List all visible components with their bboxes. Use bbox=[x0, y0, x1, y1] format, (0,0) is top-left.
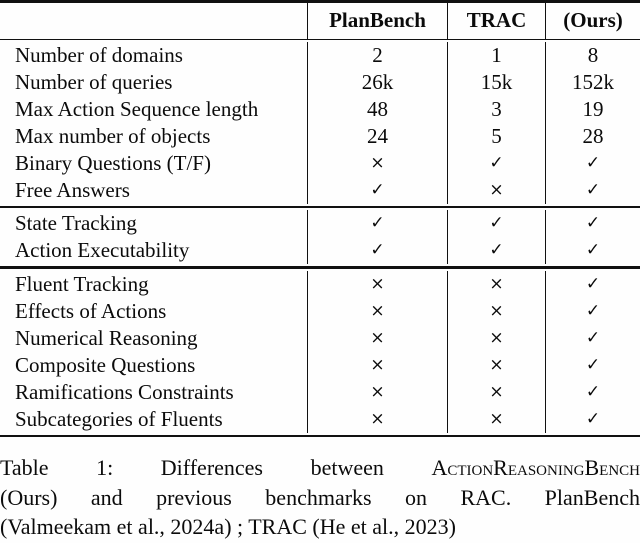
row-label: Ramifications Constraints bbox=[15, 379, 234, 404]
value-cell: 152k bbox=[545, 69, 640, 97]
row-label: Fluent Tracking bbox=[15, 271, 149, 296]
row-label: Number of queries bbox=[15, 70, 173, 95]
value-cell: 48 bbox=[307, 96, 447, 124]
value-cell: 8 bbox=[545, 42, 640, 70]
benchmark-name: ActionReasoningBench bbox=[431, 455, 640, 481]
cross-mark: × bbox=[447, 270, 545, 298]
table-row: Composite Questions × × ✓ bbox=[0, 351, 640, 379]
cross-mark: × bbox=[307, 378, 447, 406]
check-mark: ✓ bbox=[545, 270, 640, 298]
check-mark: ✓ bbox=[447, 237, 545, 265]
table-row: Max Action Sequence length 48 3 19 bbox=[0, 96, 640, 124]
table-row: Subcategories of Fluents × × ✓ bbox=[0, 405, 640, 433]
group-divider-rule bbox=[0, 206, 640, 209]
check-mark: ✓ bbox=[545, 405, 640, 433]
value-cell: 26k bbox=[307, 69, 447, 97]
table-header-row: PlanBench TRAC (Ours) bbox=[0, 2, 640, 39]
value-cell: 28 bbox=[545, 123, 640, 151]
cross-mark: × bbox=[307, 150, 447, 178]
table-group-shared-tasks: State Tracking ✓ ✓ ✓ Action Executability ✓ ✓ ✓ bbox=[0, 208, 640, 266]
caption-text: Table 1: Differences between bbox=[0, 455, 432, 481]
row-label: Subcategories of Fluents bbox=[15, 406, 223, 431]
value-cell: 5 bbox=[447, 123, 545, 151]
cross-mark: × bbox=[447, 297, 545, 325]
value-cell: 1 bbox=[447, 42, 545, 70]
check-mark: ✓ bbox=[545, 324, 640, 352]
check-mark: ✓ bbox=[307, 177, 447, 205]
row-label: Composite Questions bbox=[15, 352, 196, 377]
header-col-ours: (Ours) bbox=[545, 2, 640, 39]
row-label: Free Answers bbox=[15, 178, 130, 203]
table-row: Fluent Tracking × × ✓ bbox=[0, 270, 640, 298]
row-label: Numerical Reasoning bbox=[15, 325, 198, 350]
header-rule bbox=[0, 38, 640, 41]
header-col-trac: TRAC bbox=[447, 2, 545, 39]
table-bottom-rule bbox=[0, 434, 640, 438]
row-label: State Tracking bbox=[15, 211, 137, 236]
value-cell: 19 bbox=[545, 96, 640, 124]
check-mark: ✓ bbox=[545, 150, 640, 178]
check-mark: ✓ bbox=[545, 351, 640, 379]
row-label: Number of domains bbox=[15, 43, 183, 68]
table-row: Numerical Reasoning × × ✓ bbox=[0, 324, 640, 352]
check-mark: ✓ bbox=[307, 210, 447, 238]
comparison-table: PlanBench TRAC (Ours) Number of domains 2… bbox=[0, 0, 640, 438]
caption-line-3: (Valmeekam et al., 2024a) ; TRAC (He et … bbox=[0, 514, 456, 540]
value-cell: 3 bbox=[447, 96, 545, 124]
check-mark: ✓ bbox=[307, 237, 447, 265]
cross-mark: × bbox=[447, 177, 545, 205]
check-mark: ✓ bbox=[545, 378, 640, 406]
caption-line-1: Table 1: Differences between ActionReaso… bbox=[0, 453, 640, 483]
table-row: Free Answers ✓ × ✓ bbox=[0, 177, 640, 205]
table-row: Number of queries 26k 15k 152k bbox=[0, 69, 640, 97]
table-row: State Tracking ✓ ✓ ✓ bbox=[0, 210, 640, 238]
caption-line-2: (Ours) and previous benchmarks on RAC. P… bbox=[0, 484, 640, 510]
check-mark: ✓ bbox=[545, 210, 640, 238]
cross-mark: × bbox=[447, 324, 545, 352]
table-caption: Table 1: Differences between ActionReaso… bbox=[0, 453, 640, 542]
row-label: Action Executability bbox=[15, 238, 190, 263]
check-mark: ✓ bbox=[447, 210, 545, 238]
cross-mark: × bbox=[307, 405, 447, 433]
cross-mark: × bbox=[447, 378, 545, 406]
table-row: Max number of objects 24 5 28 bbox=[0, 123, 640, 151]
row-label: Max number of objects bbox=[15, 124, 211, 149]
table-top-rule bbox=[0, 0, 640, 3]
group-divider-rule bbox=[0, 266, 640, 269]
row-label: Binary Questions (T/F) bbox=[15, 151, 211, 176]
value-cell: 24 bbox=[307, 123, 447, 151]
row-label: Effects of Actions bbox=[15, 298, 167, 323]
cross-mark: × bbox=[307, 297, 447, 325]
cross-mark: × bbox=[307, 324, 447, 352]
table-group-stats: Number of domains 2 1 8 Number of queries 26k… bbox=[0, 40, 640, 206]
cross-mark: × bbox=[307, 351, 447, 379]
table-group-new-tasks: Fluent Tracking × × ✓ Effects of Actions × × ✓ N… bbox=[0, 269, 640, 435]
header-empty-cell bbox=[0, 3, 307, 39]
table-row: Effects of Actions × × ✓ bbox=[0, 297, 640, 325]
cross-mark: × bbox=[447, 351, 545, 379]
header-col-planbench: PlanBench bbox=[307, 2, 447, 39]
check-mark: ✓ bbox=[545, 177, 640, 205]
check-mark: ✓ bbox=[447, 150, 545, 178]
value-cell: 15k bbox=[447, 69, 545, 97]
cross-mark: × bbox=[307, 270, 447, 298]
check-mark: ✓ bbox=[545, 237, 640, 265]
table-row: Number of domains 2 1 8 bbox=[0, 42, 640, 70]
row-label: Max Action Sequence length bbox=[15, 97, 259, 122]
table-row: Ramifications Constraints × × ✓ bbox=[0, 378, 640, 406]
value-cell: 2 bbox=[307, 42, 447, 70]
cross-mark: × bbox=[447, 405, 545, 433]
table-row: Action Executability ✓ ✓ ✓ bbox=[0, 237, 640, 265]
check-mark: ✓ bbox=[545, 297, 640, 325]
table-row: Binary Questions (T/F) × ✓ ✓ bbox=[0, 150, 640, 178]
